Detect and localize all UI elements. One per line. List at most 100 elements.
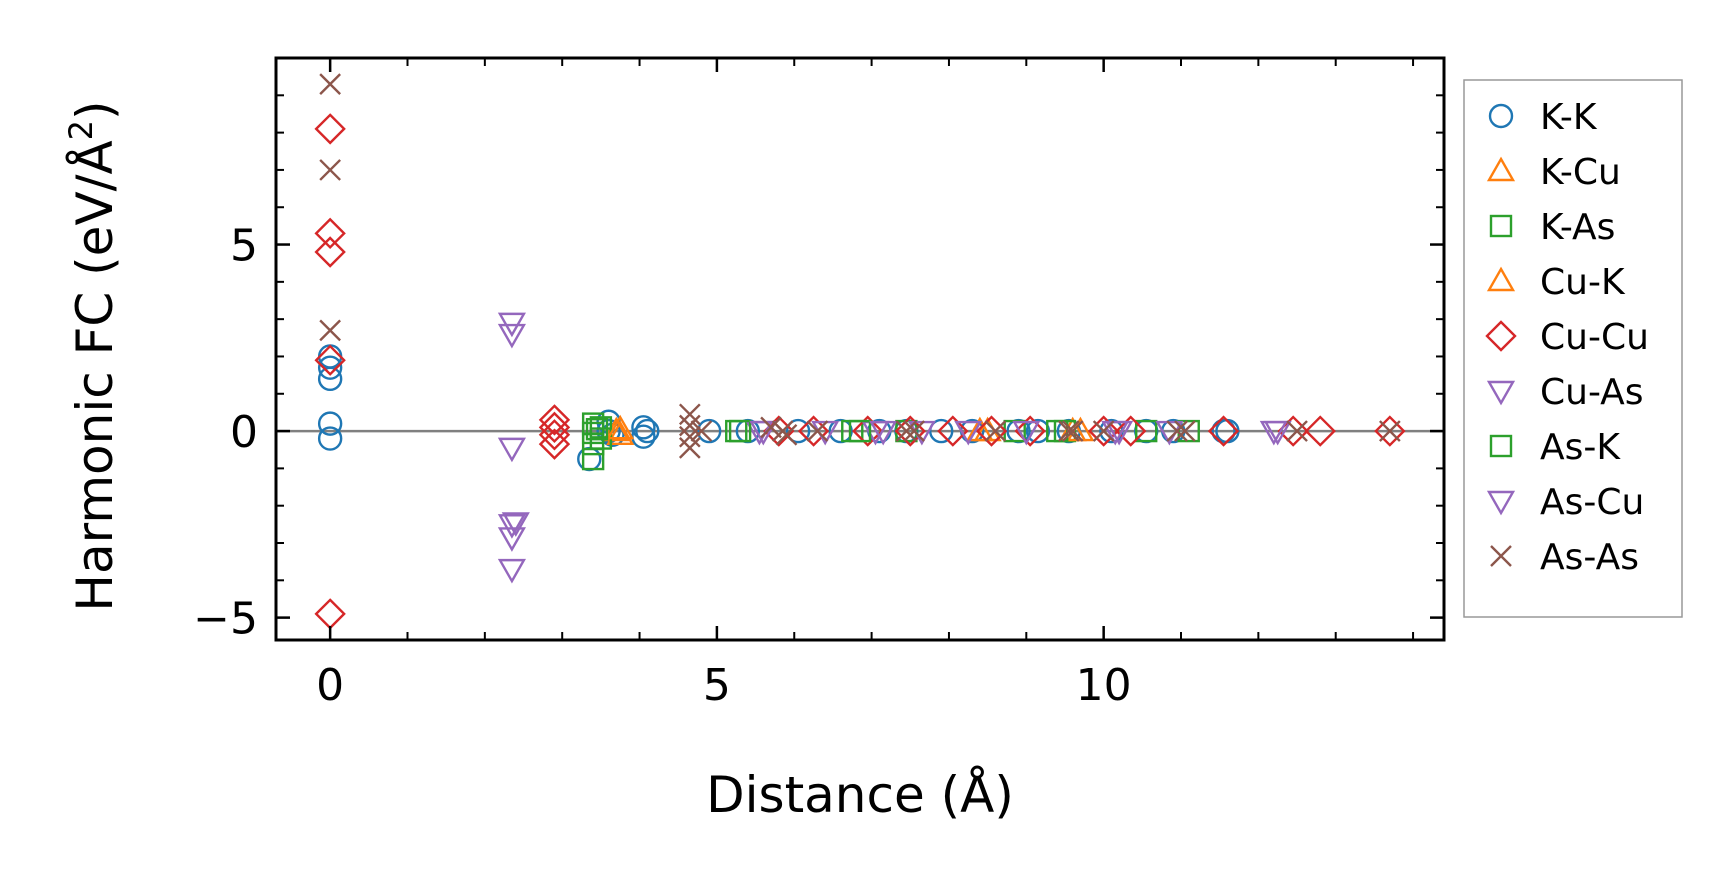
legend-item: Cu-As: [1486, 372, 1644, 413]
data-point: [1174, 420, 1196, 442]
legend-marker: [1486, 490, 1516, 516]
data-point: [497, 527, 526, 552]
legend-marker: [1486, 266, 1516, 292]
x-axis-label: Distance (Å): [706, 766, 1014, 824]
legend-item: K-Cu: [1486, 152, 1621, 193]
data-point: [929, 418, 954, 444]
legend-label: As-K: [1540, 427, 1621, 468]
legend-label: K-As: [1540, 207, 1615, 248]
legend-marker: [1485, 320, 1517, 352]
data-point: [690, 420, 713, 442]
legend-item: K-K: [1488, 97, 1598, 138]
data-point: [1374, 415, 1406, 447]
data-point: [678, 414, 701, 437]
y-axis-label-superscript: 2: [62, 120, 100, 140]
data-point: [895, 420, 918, 442]
data-point: [1014, 415, 1046, 447]
data-point: [319, 73, 341, 95]
data-point: [317, 366, 343, 392]
legend-marker: [1489, 434, 1513, 458]
data-point: [852, 415, 884, 447]
data-point: [314, 113, 346, 145]
x-tick-label: 5: [703, 660, 731, 711]
y-tick-label: 5: [230, 221, 258, 272]
tick-labels: 0 5 10 −5 0 5: [193, 221, 1132, 711]
legend-item: Cu-K: [1486, 262, 1626, 303]
series-cu-cu: [314, 113, 1406, 630]
series-cu-as: [497, 312, 1288, 584]
data-point: [696, 418, 722, 444]
legend: K-K K-Cu K-As Cu-K Cu-Cu Cu-As As-K As-Cu As-As: [1463, 79, 1683, 618]
data-point: [1087, 415, 1120, 447]
legend-marker: [1486, 380, 1516, 406]
data-point: [319, 319, 341, 342]
legend-label: Cu-Cu: [1540, 317, 1649, 358]
data-point: [1286, 420, 1308, 442]
data-point: [775, 423, 798, 446]
plot-area: [276, 73, 1444, 630]
legend-marker: [1488, 103, 1514, 129]
data-point: [678, 403, 701, 426]
data-point: [538, 428, 571, 460]
data-point: [806, 420, 829, 442]
y-axis-label: Harmonic FC (eV/Å2): [62, 100, 124, 611]
data-point: [848, 419, 872, 443]
data-point: [1379, 420, 1401, 442]
legend-item: K-As: [1489, 207, 1615, 248]
data-point: [314, 598, 346, 630]
axis-ticks: [274, 56, 1446, 642]
data-point: [538, 411, 571, 444]
legend-label: Cu-K: [1540, 262, 1626, 303]
data-point: [1263, 420, 1292, 446]
legend-label: Cu-As: [1540, 372, 1644, 413]
legend-marker: [1486, 156, 1516, 182]
legend-item: Cu-Cu: [1485, 317, 1649, 358]
data-point: [581, 432, 605, 456]
data-point: [728, 419, 752, 443]
data-point: [937, 415, 969, 447]
y-tick-label: −5: [193, 594, 258, 645]
data-point: [678, 425, 701, 448]
data-point: [954, 420, 983, 446]
data-point: [785, 418, 811, 444]
data-point: [1092, 420, 1115, 442]
data-point: [585, 418, 609, 441]
data-point: [538, 404, 571, 436]
data-point: [577, 446, 602, 472]
data-point: [1166, 420, 1188, 442]
axes-frame: [274, 56, 1446, 642]
data-point: [1134, 419, 1158, 443]
data-point: [497, 437, 526, 463]
series-as-as: [319, 73, 1401, 459]
data-point: [317, 355, 343, 380]
data-point: [497, 514, 526, 539]
data-point: [749, 420, 778, 446]
data-point: [1012, 420, 1041, 446]
data-point: [984, 420, 1007, 442]
legend-item: As-As: [1490, 537, 1639, 578]
data-point: [760, 416, 782, 439]
x-tick-label: 0: [316, 660, 344, 711]
data-point: [314, 217, 346, 250]
data-point: [317, 411, 343, 436]
data-point: [538, 419, 571, 451]
data-point: [317, 426, 343, 451]
data-point: [314, 344, 346, 376]
data-point: [1105, 420, 1134, 446]
data-point: [828, 418, 853, 444]
data-point: [314, 236, 346, 268]
data-point: [903, 420, 925, 442]
data-point: [497, 323, 526, 349]
y-axis-label-main: Harmonic FC (eV/Å: [66, 140, 124, 611]
y-tick-label: 0: [230, 407, 258, 458]
series-k-k: [317, 344, 1240, 472]
legend-label: As-Cu: [1540, 482, 1644, 523]
data-point: [501, 512, 530, 537]
legend-label: As-As: [1540, 537, 1639, 578]
data-point: [1058, 420, 1080, 442]
data-point: [631, 415, 656, 440]
data-point: [635, 418, 660, 444]
legend-marker: [1490, 545, 1512, 567]
data-point: [869, 420, 898, 446]
series-k-as: [581, 412, 1200, 471]
